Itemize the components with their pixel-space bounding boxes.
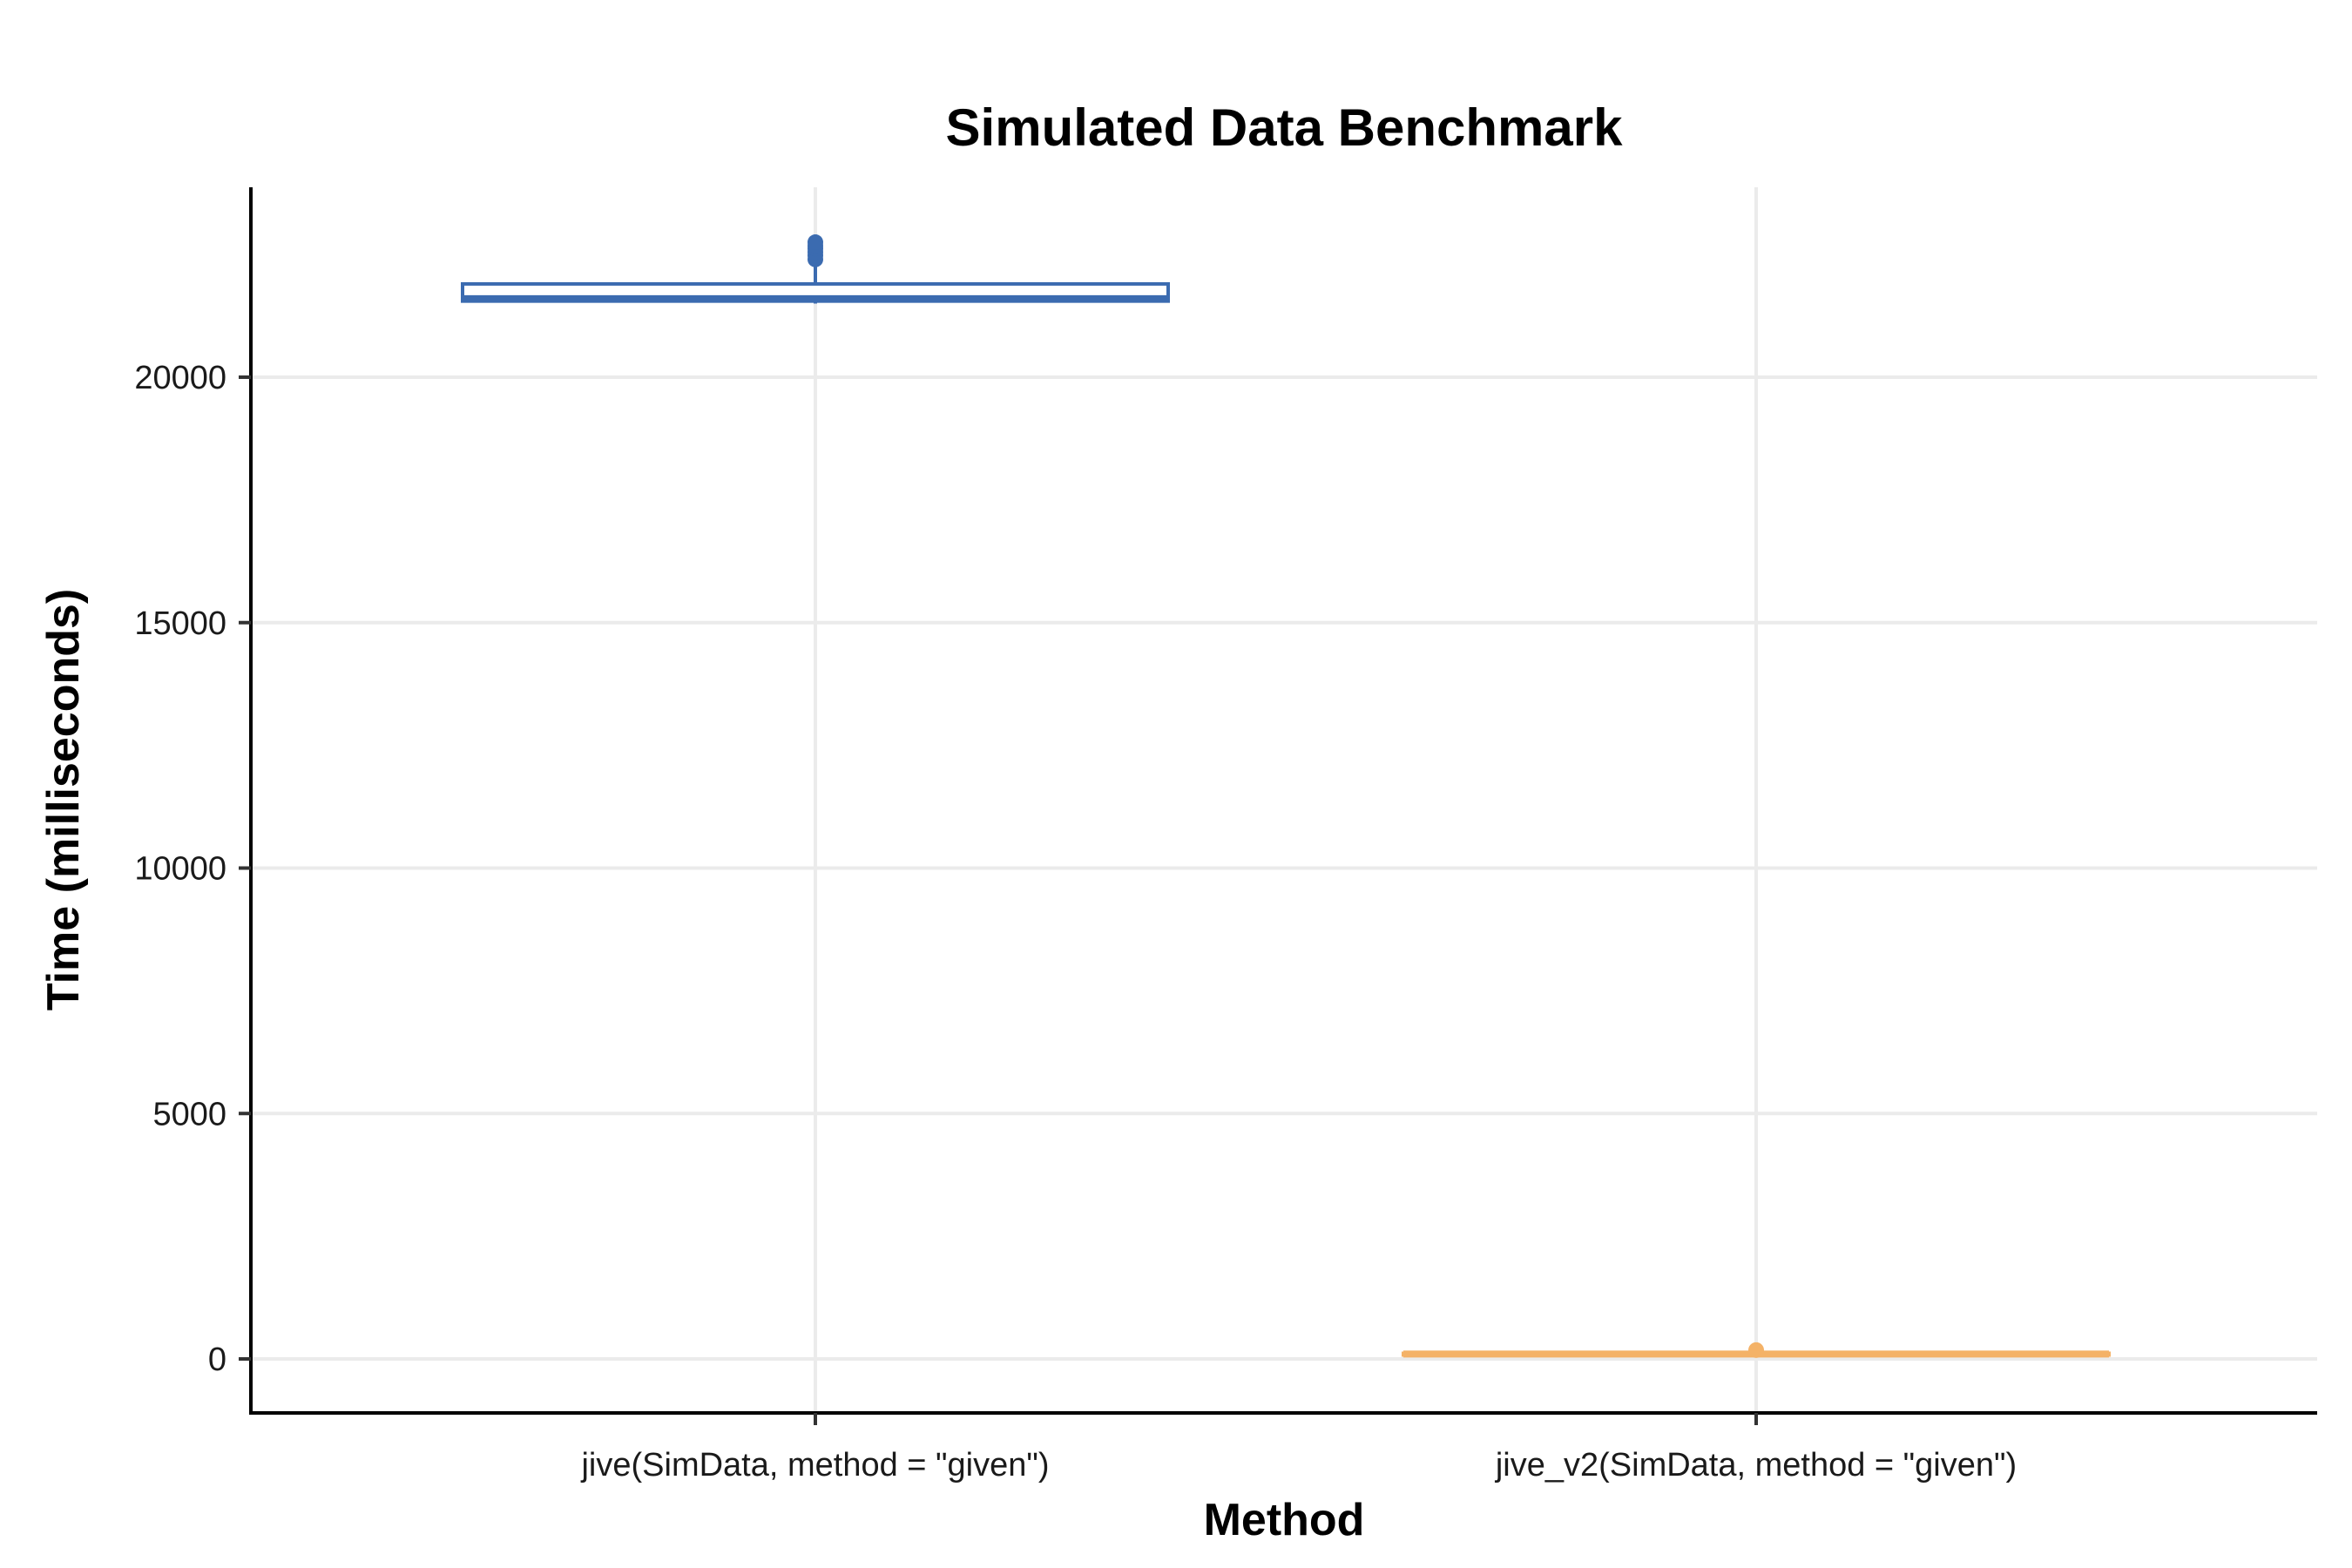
outlier-point: [1748, 1342, 1764, 1358]
x-tick-label: jive_v2(SimData, method = "given"): [1495, 1447, 2017, 1484]
y-tick-label: 5000: [152, 1096, 226, 1132]
y-tick-label: 20000: [134, 360, 226, 396]
y-tick-label: 0: [208, 1342, 226, 1378]
x-axis-title: Method: [1204, 1495, 1365, 1545]
x-tick-label: jive(SimData, method = "given"): [580, 1447, 1049, 1484]
boxplot-1: [461, 234, 1170, 304]
outlier-point: [808, 234, 823, 251]
axes-layer: [249, 187, 2317, 1415]
y-tick-label: 15000: [134, 605, 226, 642]
grid-layer: [251, 187, 2317, 1413]
chart-title: Simulated Data Benchmark: [946, 98, 1624, 157]
y-axis-title: Time (milliseconds): [38, 589, 89, 1011]
y-tick-label: 10000: [134, 851, 226, 888]
boxplot-2: [1402, 1342, 2111, 1358]
ticks-layer: 0 5000 10000 15000 20000 jive(SimData, method…: [134, 360, 2017, 1484]
boxes-layer: [461, 234, 2111, 1358]
